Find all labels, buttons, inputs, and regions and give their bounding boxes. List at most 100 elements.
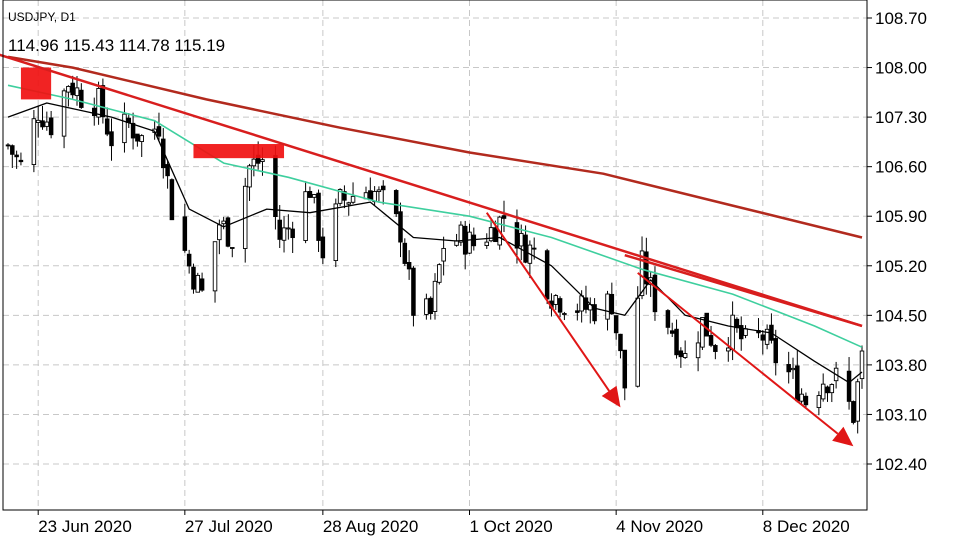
candle-body xyxy=(122,113,127,144)
y-tick-label: 104.50 xyxy=(875,306,927,325)
candle-body xyxy=(764,328,770,345)
candle-body xyxy=(562,313,567,315)
candle-body xyxy=(437,264,442,283)
candle-body xyxy=(44,121,50,127)
candle-body xyxy=(799,393,804,402)
candle-body xyxy=(851,401,856,423)
candle-body xyxy=(519,232,524,247)
candle-body xyxy=(458,224,464,243)
candle-body xyxy=(316,192,321,241)
candle-body xyxy=(70,82,75,96)
candle-body xyxy=(618,333,623,352)
y-tick-label: 103.80 xyxy=(875,356,927,375)
candle-body xyxy=(488,227,494,242)
candle-body xyxy=(820,383,826,400)
candle-body xyxy=(609,293,615,315)
candle-body xyxy=(333,203,339,262)
candle-body xyxy=(199,278,205,291)
candle-body xyxy=(708,335,714,346)
x-tick-label: 27 Jul 2020 xyxy=(185,517,273,536)
y-tick-label: 105.20 xyxy=(875,257,927,276)
candle-body xyxy=(402,242,408,264)
y-tick-label: 105.90 xyxy=(875,207,927,226)
candle-body xyxy=(350,195,356,203)
y-tick-label: 108.70 xyxy=(875,9,927,28)
candle-body xyxy=(644,251,649,285)
ma-fast-line xyxy=(7,102,863,384)
candle-body xyxy=(583,297,589,310)
candle-body xyxy=(493,227,498,243)
arrow-head xyxy=(832,426,854,447)
candle-body xyxy=(544,250,550,300)
candles xyxy=(5,75,865,434)
candle-body xyxy=(704,312,709,337)
candle-body xyxy=(825,386,830,394)
x-tick-label: 4 Nov 2020 xyxy=(616,517,703,536)
candle-body xyxy=(803,395,809,406)
candle-body xyxy=(303,191,308,241)
candle-body xyxy=(635,297,640,387)
candle-body xyxy=(92,107,97,117)
candle-body xyxy=(260,159,265,162)
candle-body xyxy=(139,135,144,143)
candle-body xyxy=(743,328,748,336)
candle-body xyxy=(790,367,796,371)
symbol-label: USDJPY, D1 xyxy=(8,10,76,24)
candle-body xyxy=(682,353,688,358)
candle-body xyxy=(311,194,317,198)
candle-body xyxy=(846,370,852,402)
x-axis: 23 Jun 2020 27 Jul 2020 28 Aug 2020 1 Oct 2… xyxy=(37,510,850,536)
candle-body xyxy=(273,155,278,218)
y-tick-label: 108.00 xyxy=(875,59,927,78)
candle-body xyxy=(678,350,684,358)
arrow-shaft xyxy=(637,272,839,435)
candle-body xyxy=(251,158,257,167)
y-tick-label: 107.30 xyxy=(875,108,927,127)
candle-body xyxy=(441,247,446,262)
ma-mid-line xyxy=(7,84,863,348)
candle-body xyxy=(14,154,19,158)
moving-averages xyxy=(7,55,863,384)
candle-body xyxy=(730,314,735,351)
candle-body xyxy=(135,133,140,142)
arrow-shaft xyxy=(485,212,610,392)
candle-body xyxy=(195,274,201,293)
candle-body xyxy=(212,241,218,292)
ohlc-readout: 114.96 115.43 114.78 115.19 xyxy=(8,36,225,55)
highlight-box xyxy=(193,144,285,159)
candle-body xyxy=(307,191,313,198)
forecast-arrows xyxy=(485,212,854,447)
candle-body xyxy=(773,338,778,364)
candle-body xyxy=(557,298,563,313)
candle-body xyxy=(182,216,188,251)
candle-body xyxy=(484,241,490,246)
candle-body xyxy=(337,189,343,204)
candle-body xyxy=(281,227,287,241)
highlight-boxes xyxy=(20,67,285,159)
candle-body xyxy=(277,219,282,240)
candle-body xyxy=(342,191,347,201)
candle-body xyxy=(471,234,477,247)
candle-body xyxy=(346,202,351,205)
candle-body xyxy=(829,384,835,394)
candle-body xyxy=(376,189,382,192)
candle-body xyxy=(760,334,766,341)
candle-body xyxy=(100,85,106,118)
candle-body xyxy=(290,228,295,239)
candle-body xyxy=(40,120,45,128)
candle-body xyxy=(795,365,800,402)
candle-body xyxy=(605,293,610,320)
candle-body xyxy=(674,328,679,356)
candle-body xyxy=(247,165,252,188)
candle-body xyxy=(18,159,24,163)
candle-body xyxy=(734,318,740,329)
candle-body xyxy=(531,247,537,250)
y-axis: 108.70 108.00 107.30 106.60 105.90 105.20 104.… xyxy=(867,9,927,474)
candle-body xyxy=(738,325,744,340)
candle-body xyxy=(726,347,731,352)
plot-frame xyxy=(2,0,868,511)
candle-body xyxy=(225,217,231,247)
candle-body xyxy=(428,297,433,314)
